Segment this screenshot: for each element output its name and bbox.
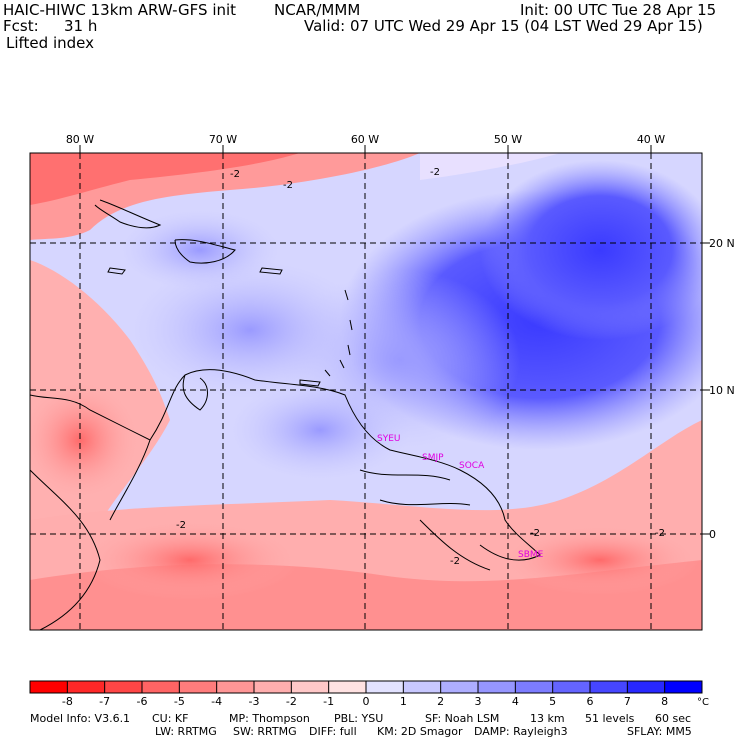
- colorbar-swatches: [29, 680, 703, 694]
- footer-sflay: SFLAY: MM5: [627, 725, 692, 738]
- colorbar-swatch: [366, 681, 404, 693]
- colorbar-tick-label: -2: [286, 695, 297, 708]
- map-frame: [29, 152, 703, 631]
- footer-pbl: PBL: YSU: [334, 712, 384, 725]
- colorbar-tick-label: -5: [174, 695, 185, 708]
- colorbar-swatch: [664, 681, 703, 693]
- field-name: Lifted index: [6, 34, 94, 52]
- contour-label: -2: [283, 180, 293, 191]
- coastlines: [29, 199, 541, 631]
- colorbar-swatch: [440, 681, 479, 693]
- colorbar-tick-label: -1: [323, 695, 334, 708]
- colorbar-swatch: [403, 681, 442, 693]
- footer-cu: CU: KF: [152, 712, 189, 725]
- footer-damp: DAMP: Rayleigh3: [474, 725, 568, 738]
- colorbar-tick-label: 7: [624, 695, 631, 708]
- colorbar-swatch: [627, 681, 666, 693]
- lon-label-40w: 40 W: [637, 133, 665, 146]
- colorbar-tick-label: -8: [62, 695, 73, 708]
- colorbar-tick-label: 5: [549, 695, 556, 708]
- footer-sf: SF: Noah LSM: [425, 712, 500, 725]
- colorbar-tick-label: -3: [249, 695, 260, 708]
- station-syeu: SYEU: [377, 434, 400, 444]
- colorbar-swatch: [30, 681, 68, 693]
- colorbar-swatch: [328, 681, 367, 693]
- footer-model-info: Model Info: V3.6.1: [30, 712, 131, 725]
- colorbar-unit: °C: [697, 697, 709, 708]
- field-shading: [30, 153, 702, 630]
- colorbar-swatch: [216, 681, 255, 693]
- lon-label-80w: 80 W: [66, 133, 94, 146]
- colorbar-tick-label: -4: [211, 695, 222, 708]
- colorbar-tick-label: 6: [587, 695, 594, 708]
- lon-label-60w: 60 W: [351, 133, 379, 146]
- colorbar-tick-label: 1: [400, 695, 407, 708]
- org-label: NCAR/MMM: [274, 1, 361, 19]
- colorbar-tick-label: 3: [475, 695, 482, 708]
- footer-levels: 51 levels: [585, 712, 635, 725]
- station-sbme: SBME: [518, 550, 544, 560]
- model-title: HAIC-HIWC 13km ARW-GFS init: [3, 1, 237, 19]
- colorbar-swatch: [478, 681, 516, 693]
- lon-label-70w: 70 W: [209, 133, 237, 146]
- footer-lw: LW: RRTMG: [155, 725, 217, 738]
- lon-label-50w: 50 W: [494, 133, 522, 146]
- colorbar-swatch: [142, 681, 180, 693]
- colorbar-swatch: [179, 681, 218, 693]
- forecast-label: Fcst:: [3, 17, 39, 35]
- colorbar-swatch: [67, 681, 106, 693]
- valid-time: Valid: 07 UTC Wed 29 Apr 15 (04 LST Wed …: [304, 17, 703, 35]
- forecast-hours: 31 h: [64, 17, 98, 35]
- lat-label-10n: 10 N: [709, 384, 735, 397]
- colorbar-swatch: [590, 681, 628, 693]
- colorbar-tick-label: 0: [363, 695, 370, 708]
- contour-label: -2: [176, 520, 186, 531]
- contour-label: -2: [450, 556, 460, 567]
- footer-resolution: 13 km: [530, 712, 565, 725]
- colorbar-swatch: [515, 681, 554, 693]
- footer-mp: MP: Thompson: [229, 712, 310, 725]
- contour-label: -2: [530, 528, 540, 539]
- lat-label-0: 0: [709, 528, 716, 541]
- colorbar-tick-label: 8: [661, 695, 668, 708]
- contour-label: -2: [430, 167, 440, 178]
- footer-diff: DIFF: full: [309, 725, 357, 738]
- init-time: Init: 00 UTC Tue 28 Apr 15: [520, 1, 717, 19]
- station-soca: SOCA: [459, 461, 485, 471]
- lat-label-20n: 20 N: [709, 237, 735, 250]
- colorbar-tick-label: -6: [137, 695, 148, 708]
- colorbar-swatch: [552, 681, 591, 693]
- footer-km: KM: 2D Smagor: [377, 725, 463, 738]
- colorbar-swatch: [291, 681, 330, 693]
- contour-label: -2: [230, 169, 240, 180]
- axis-ticks: [79, 145, 710, 535]
- colorbar-swatch: [254, 681, 292, 693]
- colorbar-tick-label: -7: [99, 695, 110, 708]
- colorbar-tick-label: 2: [437, 695, 444, 708]
- station-smjp: SMJP: [422, 453, 444, 463]
- footer-sw: SW: RRTMG: [233, 725, 297, 738]
- colorbar-tick-label: 4: [512, 695, 519, 708]
- footer-timestep: 60 sec: [655, 712, 692, 725]
- colorbar-swatch: [104, 681, 143, 693]
- lat-lon-grid: [30, 153, 702, 630]
- colorbar-tick-labels: -8 -7 -6 -5 -4 -3 -2 -1 0 1 2 3 4 5 6 7 8: [62, 695, 668, 708]
- contour-label: -2: [655, 528, 665, 539]
